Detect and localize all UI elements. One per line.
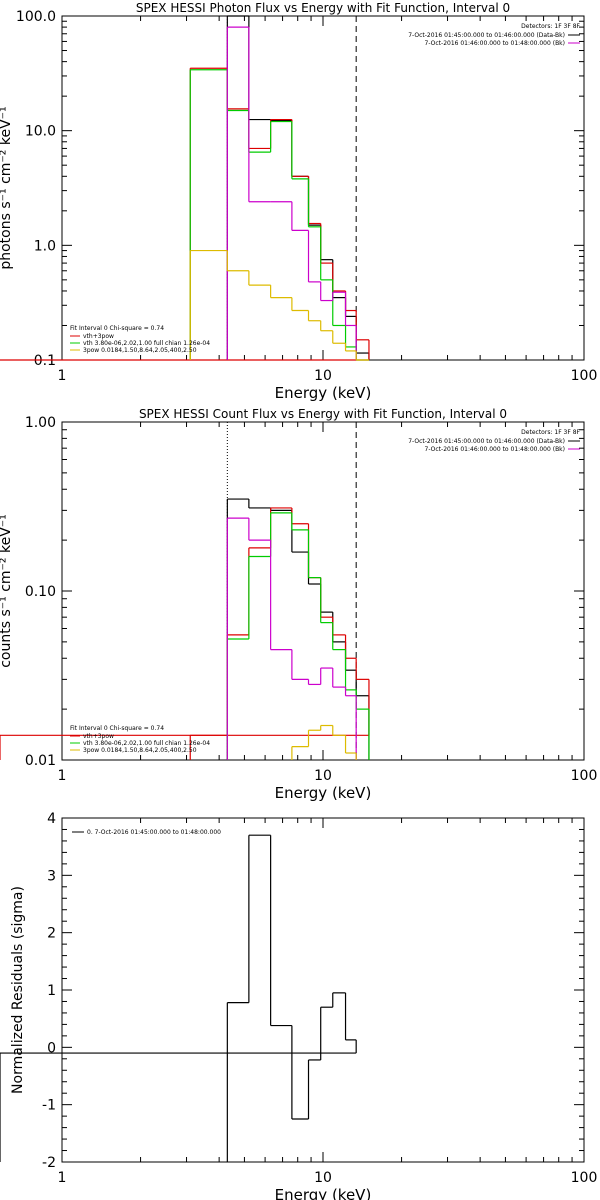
legend-header: Fit Interval 0 Chi-square = 0.74 [70, 325, 164, 332]
x-axis: 1 10 100 Energy (keV) [58, 818, 598, 1200]
legend-item: vth+3pow [83, 733, 114, 740]
y-tick-label: 100.0 [16, 9, 56, 25]
chart-panel-2: SPEX HESSI Count Flux vs Energy with Fit… [0, 407, 597, 802]
x-axis-label: Energy (keV) [275, 784, 372, 802]
y-tick-label: 1.0 [34, 238, 56, 254]
chart-panel-1: SPEX HESSI Photon Flux vs Energy with Fi… [0, 1, 597, 402]
y-axis: 0.1 1.0 10.0 100.0 photons s⁻¹ cm⁻² keV⁻¹ [0, 9, 584, 369]
series-5 [291, 724, 357, 760]
legend-bottom-left: Fit Interval 0 Chi-square = 0.74vth+3pow… [70, 325, 210, 354]
y-axis: -2 -1 0 1 2 3 4 Normalized Residuals (sigma) [10, 811, 584, 1171]
y-axis-label: photons s⁻¹ cm⁻² keV⁻¹ [0, 106, 14, 269]
series-5 [189, 249, 369, 361]
x-axis-label: Energy (keV) [275, 1186, 372, 1200]
x-axis: 1 10 100 Energy (keV) [58, 422, 598, 802]
x-axis: 1 10 100 Energy (keV) [58, 16, 598, 402]
series-3 [189, 69, 369, 361]
legend-item: 7-Oct-2016 01:46:00.000 to 01:48:00.000 … [425, 40, 566, 47]
legend-item: vth 3.80e-06,2.02,1.00 full chian 1.26e-… [83, 740, 210, 747]
y-tick-label: -1 [42, 1098, 56, 1114]
x-axis-label: Energy (keV) [275, 384, 372, 402]
y-tick-label: 2 [47, 926, 56, 942]
legend-header: Detectors: 1F 3F 8F [521, 23, 580, 30]
legend-top-right: Detectors: 1F 3F 8F 7-Oct-2016 01:45:00.0… [408, 23, 580, 47]
y-tick-label: 0 [47, 1040, 56, 1056]
y-axis-label: counts s⁻¹ cm⁻² keV⁻¹ [0, 514, 14, 668]
y-tick-label: 1 [47, 983, 56, 999]
legend-item: 7-Oct-2016 01:46:00.000 to 01:48:00.000 … [425, 446, 566, 453]
x-tick-label: 100 [571, 768, 598, 784]
legend-top-left: 0. 7-Oct-2016 01:45:00.000 to 01:48:00.0… [72, 829, 221, 836]
chart-title: SPEX HESSI Photon Flux vs Energy with Fi… [136, 1, 510, 15]
legend-item: vth+3pow [83, 333, 114, 340]
series-2 [0, 507, 370, 760]
series-4 [226, 26, 357, 360]
legend-item: 3pow 0.0184,1.50,8.64,2.05,400,2.50 [83, 347, 197, 354]
plot-frame [61, 15, 585, 361]
y-tick-label: 0.01 [25, 753, 56, 769]
y-axis: 0.01 0.10 1.00 counts s⁻¹ cm⁻² keV⁻¹ [0, 415, 584, 769]
x-tick-label: 1 [58, 368, 67, 384]
y-tick-label: 0.1 [34, 353, 56, 369]
legend-header: Detectors: 1F 3F 8F [521, 429, 580, 436]
x-tick-label: 100 [571, 1170, 598, 1186]
chart-panel-3: 1 10 100 Energy (keV) -2 -1 0 1 2 3 4 Normalized Re… [0, 811, 597, 1200]
y-tick-label: 0.10 [25, 584, 56, 600]
chart-title: SPEX HESSI Count Flux vs Energy with Fit… [139, 407, 507, 421]
y-tick-label: 4 [47, 811, 56, 827]
x-tick-label: 1 [58, 1170, 67, 1186]
plot-frame [61, 817, 585, 1163]
legend-item: 7-Oct-2016 01:45:00.000 to 01:46:00.000 … [408, 438, 565, 445]
plot-frame [61, 421, 585, 761]
legend-bottom-left: Fit Interval 0 Chi-square = 0.74vth+3pow… [70, 725, 210, 754]
y-tick-label: 1.00 [25, 415, 56, 431]
series-2 [0, 67, 370, 361]
series-1 [0, 834, 357, 1162]
y-tick-label: 10.0 [25, 124, 56, 140]
y-tick-label: -2 [42, 1155, 56, 1171]
legend-item: vth 3.80e-06,2.02,1.00 full chian 1.26e-… [83, 340, 210, 347]
x-tick-label: 10 [314, 368, 332, 384]
legend-item: 7-Oct-2016 01:45:00.000 to 01:46:00.000 … [408, 32, 565, 39]
x-tick-label: 100 [571, 368, 598, 384]
legend-header: Fit Interval 0 Chi-square = 0.74 [70, 725, 164, 732]
y-tick-label: 3 [47, 868, 56, 884]
y-axis-label: Normalized Residuals (sigma) [10, 886, 26, 1094]
series-4 [226, 517, 357, 760]
legend-item: 3pow 0.0184,1.50,8.64,2.05,400,2.50 [83, 747, 197, 754]
x-tick-label: 10 [314, 768, 332, 784]
x-tick-label: 10 [314, 1170, 332, 1186]
legend-item: 0. 7-Oct-2016 01:45:00.000 to 01:48:00.0… [87, 829, 221, 836]
legend-top-right: Detectors: 1F 3F 8F 7-Oct-2016 01:45:00.0… [408, 429, 580, 453]
x-tick-label: 1 [58, 768, 67, 784]
